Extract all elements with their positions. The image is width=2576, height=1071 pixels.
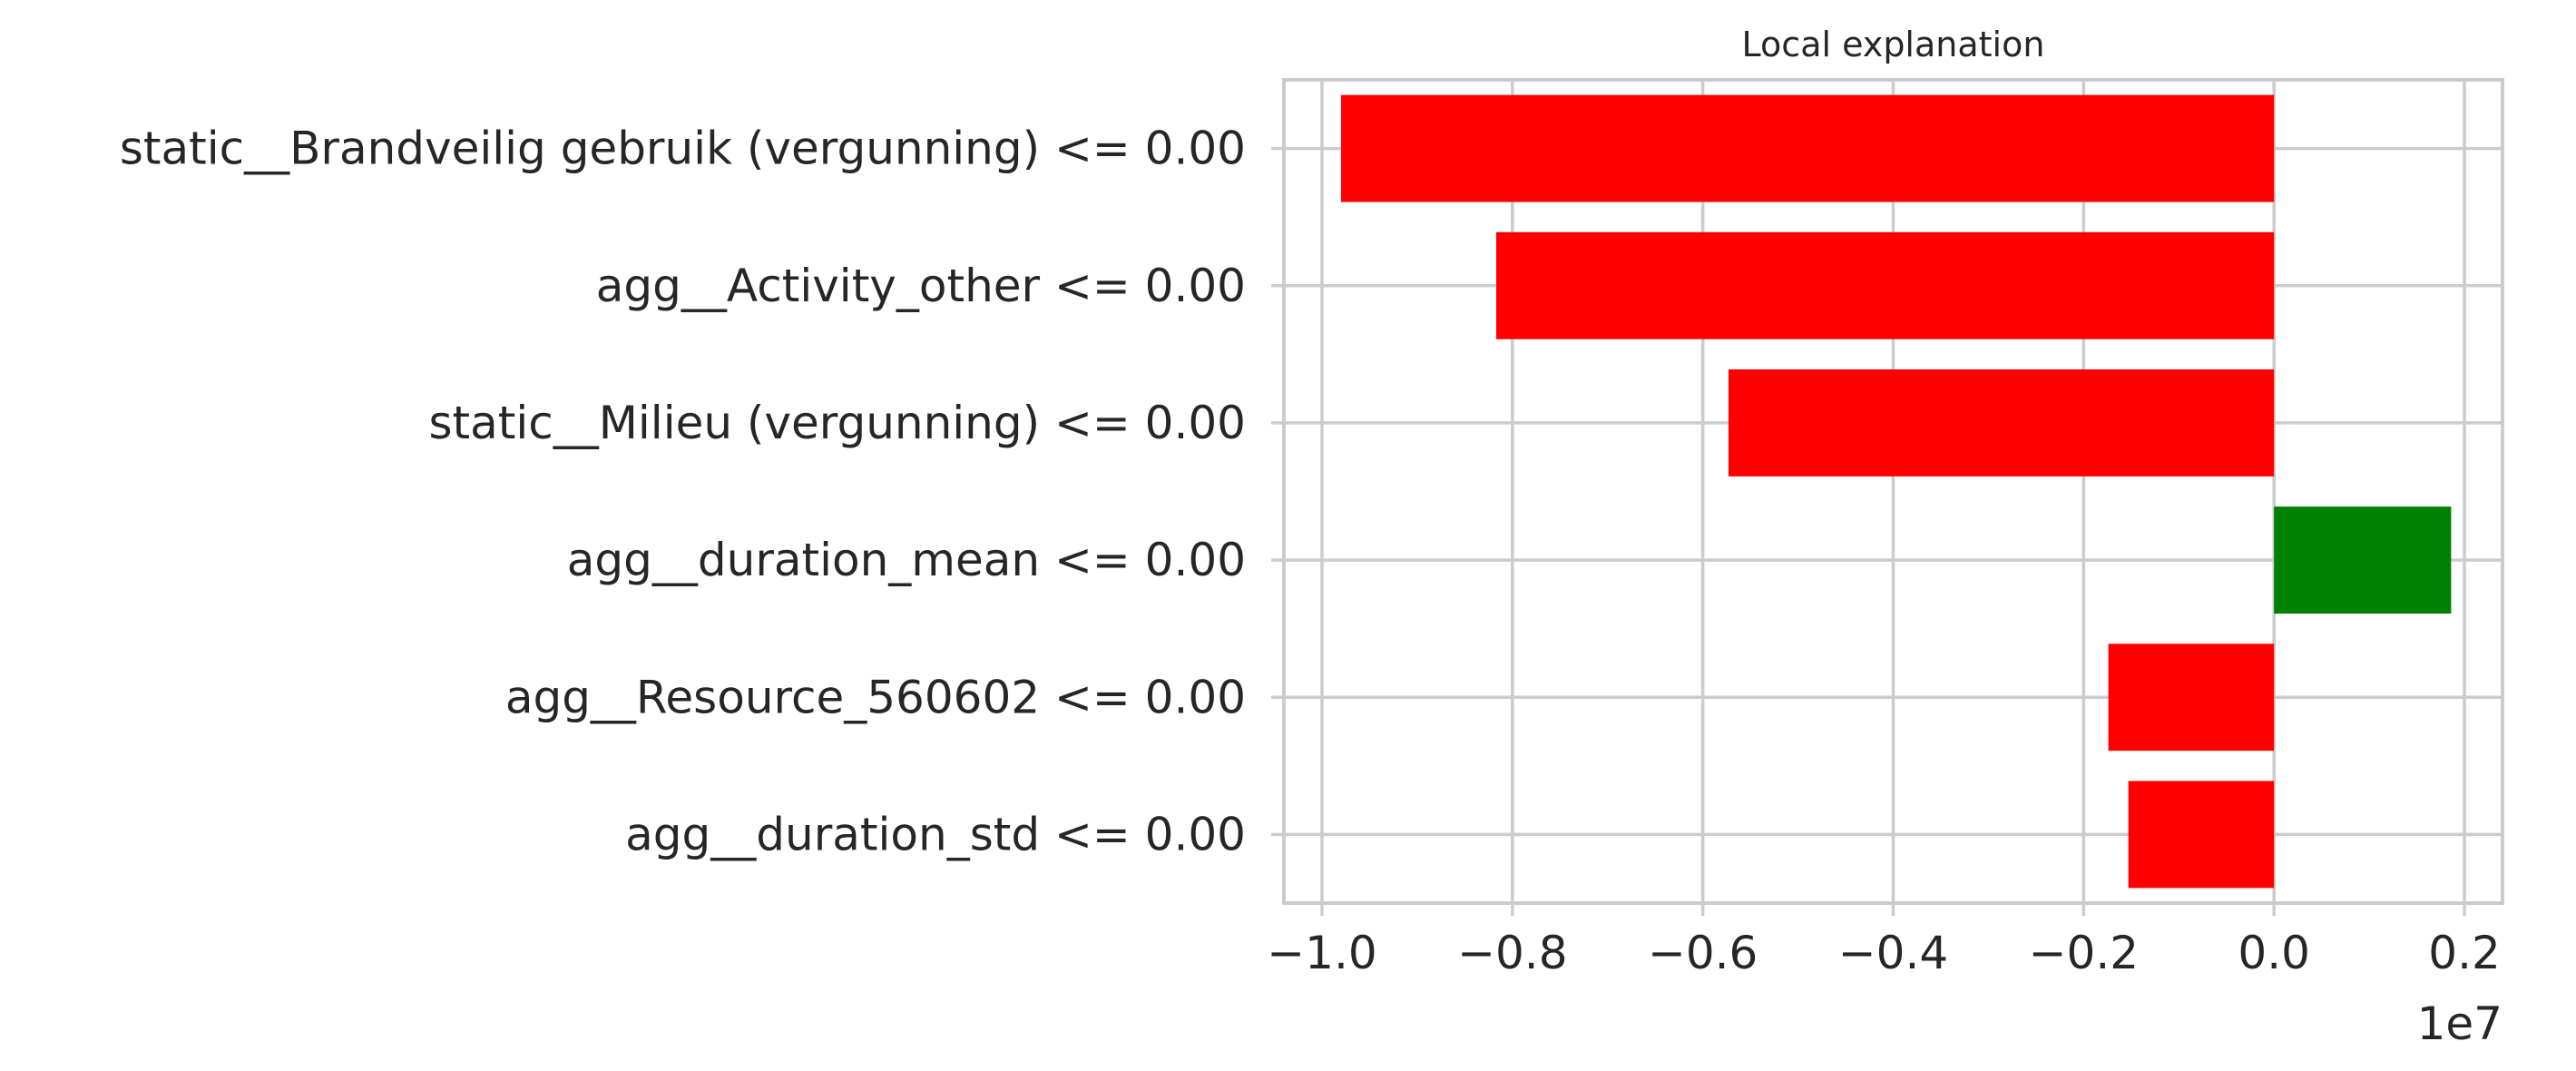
x-tick-label: −0.4 <box>1838 927 1948 979</box>
x-tick-label: −0.2 <box>2029 927 2139 979</box>
x-tick-label: −1.0 <box>1267 927 1376 979</box>
bar <box>2108 644 2275 752</box>
y-tick-label: static__Brandveilig gebruik (vergunning)… <box>120 123 1246 175</box>
bar <box>1495 231 2275 339</box>
y-tick-label: agg__Activity_other <= 0.00 <box>596 260 1246 312</box>
x-axis-offset-label: 1e7 <box>2417 997 2503 1050</box>
bar <box>2274 506 2452 614</box>
y-tick-label: agg__duration_std <= 0.00 <box>625 808 1246 860</box>
x-axis: −1.0 −0.8 −0.6 −0.4 −0.2 0.0 0.2 <box>1267 903 2501 979</box>
x-tick-label: 0.0 <box>2238 927 2310 979</box>
grid-lines <box>1284 80 2503 903</box>
bars <box>1340 94 2452 889</box>
x-tick-label: −0.8 <box>1457 927 1567 979</box>
bar <box>1728 368 2275 477</box>
chart-title: Local explanation <box>1742 25 2045 64</box>
y-tick-label: agg__Resource_560602 <= 0.00 <box>505 671 1246 723</box>
bar <box>1340 94 2275 202</box>
x-tick-label: −0.6 <box>1648 927 1758 979</box>
y-axis: static__Brandveilig gebruik (vergunning)… <box>120 123 1284 860</box>
y-tick-label: agg__duration_mean <= 0.00 <box>567 534 1246 586</box>
x-tick-label: 0.2 <box>2428 927 2501 979</box>
y-tick-label: static__Milieu (vergunning) <= 0.00 <box>428 397 1246 449</box>
bar <box>2128 781 2275 889</box>
